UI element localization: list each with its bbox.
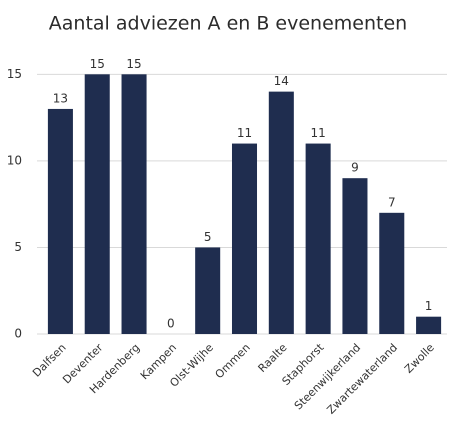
bar [84,74,110,334]
data-label: 9 [351,161,359,175]
x-tick-label: Ommen [213,341,253,381]
bar [379,212,405,334]
data-label: 11 [310,126,325,140]
data-label: 15 [90,57,105,71]
data-label: 1 [425,299,433,313]
x-tick-label: Steenwijkerland [292,341,363,412]
bar [342,178,368,334]
bar [121,74,147,334]
y-tick-label: 15 [7,67,22,81]
data-label: 5 [204,230,212,244]
bar [47,108,73,334]
chart-title: Aantal adviezen A en B evenementen [49,13,407,35]
x-tick-label: Zwartewaterland [324,341,400,417]
bar [231,143,258,334]
y-tick-label: 0 [14,327,22,341]
y-tick-label: 10 [7,153,22,167]
bar [305,143,331,334]
data-label: 13 [53,91,68,105]
y-tick-label: 5 [14,240,22,254]
data-label: 14 [274,74,289,88]
x-tick-label: Raalte [256,341,290,375]
data-label: 7 [388,195,396,209]
bar [268,91,294,334]
data-label: 0 [167,317,175,331]
x-tick-label: Zwolle [402,341,437,376]
data-label: 11 [237,126,252,140]
bar [416,316,442,334]
data-label: 15 [126,57,141,71]
bar [195,247,221,334]
